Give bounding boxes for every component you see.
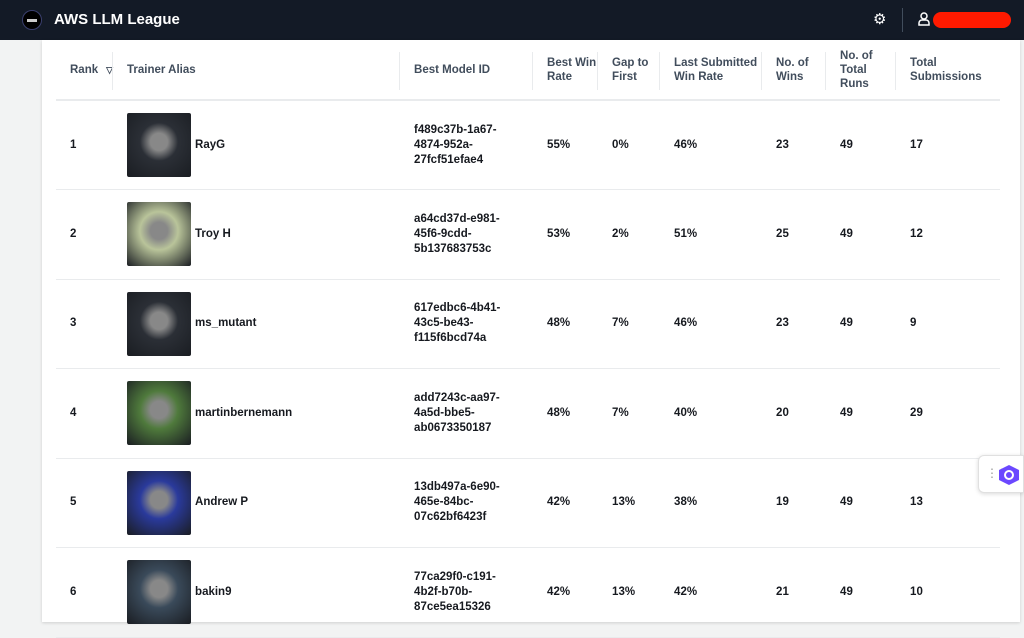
- runs-cell: 49: [826, 547, 897, 638]
- trainer-avatar: [127, 381, 192, 446]
- trainer-alias: Troy H: [195, 227, 231, 240]
- submissions-cell: 10: [896, 547, 1000, 638]
- top-navigation: AWS LLM League ⚙: [0, 0, 1024, 40]
- table-row: 2 Troy H a64cd37d-e981- 45f6-9cdd- 5b1376837…: [56, 189, 1000, 280]
- app-logo[interactable]: [22, 10, 42, 30]
- rank-cell: 3: [56, 279, 114, 369]
- last-win-rate-cell: 46%: [660, 279, 763, 369]
- gap-cell: 7%: [598, 279, 661, 369]
- trainer-alias: ms_mutant: [195, 317, 257, 330]
- user-icon[interactable]: [918, 12, 930, 31]
- gap-cell: 0%: [598, 100, 661, 190]
- runs-cell: 49: [826, 279, 897, 369]
- user-name-redacted[interactable]: [933, 12, 1011, 28]
- leaderboard-table: Rank ▽ Trainer Alias Best Model ID Best W…: [56, 40, 1000, 638]
- trainer-alias-cell: Troy H: [113, 189, 401, 280]
- trainer-alias-cell: ms_mutant: [113, 279, 401, 369]
- last-win-rate-cell: 46%: [660, 100, 763, 190]
- trainer-avatar: [127, 202, 192, 267]
- best-win-rate-cell: 48%: [533, 368, 599, 459]
- table-row: 6 bakin9 77ca29f0-c191- 4b2f-b70b- 87ce5ea15…: [56, 547, 1000, 638]
- last-win-rate-cell: 38%: [660, 458, 763, 548]
- submissions-cell: 29: [896, 368, 1000, 459]
- trainer-alias-cell: Andrew P: [113, 458, 401, 548]
- wins-cell: 21: [762, 547, 827, 638]
- trainer-alias: RayG: [195, 138, 226, 151]
- wins-cell: 23: [762, 100, 827, 190]
- gap-cell: 13%: [598, 458, 661, 548]
- rank-cell: 4: [56, 368, 114, 459]
- gap-cell: 2%: [598, 189, 661, 280]
- app-title[interactable]: AWS LLM League: [54, 11, 180, 28]
- column-header-submissions: Total Submissions: [910, 56, 982, 83]
- model-id: add7243c-aa97- 4a5d-bbe5- ab0673350187: [414, 391, 500, 434]
- gap-cell: 13%: [598, 547, 661, 638]
- column-header-best-win-rate: Best Win Rate: [533, 40, 599, 100]
- table-row: 1 RayG f489c37b-1a67- 4874-952a- 27fcf51efae…: [56, 100, 1000, 190]
- trainer-avatar: [127, 113, 192, 177]
- rank-cell: 1: [56, 100, 114, 190]
- rank-cell: 6: [56, 547, 114, 638]
- trainer-alias: bakin9: [195, 585, 232, 598]
- rank-cell: 5: [56, 458, 114, 548]
- column-header-runs: No. of Total Runs: [826, 40, 897, 100]
- settings-gear-icon[interactable]: ⚙: [873, 11, 887, 28]
- rank-cell: 2: [56, 189, 114, 280]
- best-win-rate-cell: 55%: [533, 100, 599, 190]
- model-id: 13db497a-6e90- 465e-84bc- 07c62bf6423f: [414, 481, 500, 524]
- divider: [902, 8, 903, 32]
- table-row: 4 martinbernemann add7243c-aa97- 4a5d-bbe5-…: [56, 368, 1000, 459]
- best-win-rate-cell: 48%: [533, 279, 599, 369]
- column-header-wins: No. of Wins: [762, 40, 827, 100]
- trainer-alias-cell: RayG: [113, 100, 401, 190]
- column-header-model-id: Best Model ID: [400, 40, 534, 100]
- model-id-cell: 617edbc6-4b41- 43c5-be43- f115f6bcd74a: [400, 279, 534, 369]
- model-id: a64cd37d-e981- 45f6-9cdd- 5b137683753c: [414, 212, 500, 255]
- trainer-avatar: [127, 560, 192, 625]
- column-header-last-win-rate: Last Submitted Win Rate: [660, 40, 763, 100]
- column-header-alias: Trainer Alias: [113, 40, 401, 100]
- model-id: 617edbc6-4b41- 43c5-be43- f115f6bcd74a: [414, 302, 501, 345]
- trainer-avatar: [127, 291, 192, 356]
- last-win-rate-cell: 51%: [660, 189, 763, 280]
- header-label: Rank: [70, 63, 99, 76]
- wins-cell: 20: [762, 368, 827, 459]
- best-win-rate-cell: 42%: [533, 547, 599, 638]
- leaderboard-panel: Rank ▽ Trainer Alias Best Model ID Best W…: [42, 40, 1020, 638]
- last-win-rate-cell: 42%: [660, 547, 763, 638]
- floating-assistant-widget[interactable]: ⋮⋮: [978, 455, 1024, 493]
- last-win-rate-cell: 40%: [660, 368, 763, 459]
- table-row: 3 ms_mutant 617edbc6-4b41- 43c5-be43- f115f6…: [56, 279, 1000, 369]
- best-win-rate-cell: 53%: [533, 189, 599, 280]
- best-win-rate-cell: 42%: [533, 458, 599, 548]
- wins-cell: 25: [762, 189, 827, 280]
- model-id-cell: 77ca29f0-c191- 4b2f-b70b- 87ce5ea15326: [400, 547, 534, 638]
- gap-cell: 7%: [598, 368, 661, 459]
- model-id-cell: f489c37b-1a67- 4874-952a- 27fcf51efae4: [400, 100, 534, 190]
- submissions-cell: 9: [896, 279, 1000, 369]
- runs-cell: 49: [826, 368, 897, 459]
- trainer-avatar: [127, 470, 192, 535]
- table-row: 5 Andrew P 13db497a-6e90- 465e-84bc- 07c62bf…: [56, 458, 1000, 548]
- model-id-cell: add7243c-aa97- 4a5d-bbe5- ab0673350187: [400, 368, 534, 459]
- wins-cell: 23: [762, 279, 827, 369]
- model-id: 77ca29f0-c191- 4b2f-b70b- 87ce5ea15326: [414, 570, 496, 613]
- trainer-alias-cell: martinbernemann: [113, 368, 401, 459]
- submissions-cell: 12: [896, 189, 1000, 280]
- column-header-gap: Gap to First: [598, 40, 661, 100]
- trainer-alias: martinbernemann: [195, 406, 293, 419]
- submissions-cell: 17: [896, 100, 1000, 190]
- runs-cell: 49: [826, 189, 897, 280]
- assistant-hexagon-icon[interactable]: [999, 465, 1019, 485]
- model-id-cell: 13db497a-6e90- 465e-84bc- 07c62bf6423f: [400, 458, 534, 548]
- column-header-rank[interactable]: Rank ▽: [56, 40, 114, 100]
- model-id: f489c37b-1a67- 4874-952a- 27fcf51efae4: [414, 123, 497, 166]
- trainer-alias: Andrew P: [195, 496, 249, 509]
- runs-cell: 49: [826, 100, 897, 190]
- trainer-alias-cell: bakin9: [113, 547, 401, 638]
- sort-descending-icon[interactable]: ▽: [106, 64, 114, 75]
- runs-cell: 49: [826, 458, 897, 548]
- model-id-cell: a64cd37d-e981- 45f6-9cdd- 5b137683753c: [400, 189, 534, 280]
- wins-cell: 19: [762, 458, 827, 548]
